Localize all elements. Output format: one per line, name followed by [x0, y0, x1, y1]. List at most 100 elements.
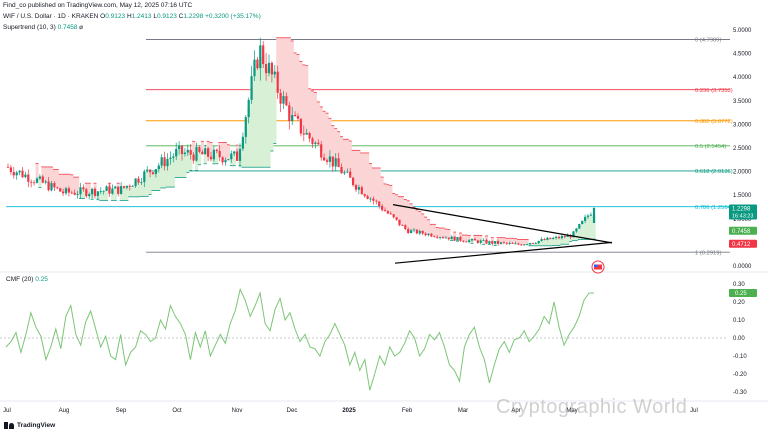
supertrend-fill — [61, 174, 65, 193]
candle-body — [392, 214, 395, 218]
flag-canton — [594, 264, 598, 267]
candle-body — [439, 237, 442, 239]
candle-body — [262, 45, 265, 65]
candle-body — [526, 244, 529, 246]
supertrend-fill — [441, 228, 445, 238]
supertrend-fill — [128, 186, 132, 197]
candle-body — [256, 59, 259, 69]
supertrend-fill — [125, 186, 129, 201]
candle-body — [552, 237, 555, 240]
supertrend-fill — [461, 235, 465, 242]
supertrend-fill — [380, 177, 384, 209]
supertrend-fill — [279, 37, 283, 99]
candle-body — [143, 171, 146, 182]
candle-body — [9, 167, 12, 172]
candle-body — [546, 237, 549, 240]
supertrend-fill — [545, 238, 550, 246]
candle-body — [534, 243, 537, 244]
supertrend-fill — [331, 125, 335, 162]
candle-body — [476, 240, 479, 243]
candle-body — [102, 190, 105, 192]
cmf-label: CMF (20) — [6, 276, 34, 283]
flag-body — [594, 264, 602, 270]
flag-icon — [591, 260, 605, 274]
candle-body — [444, 237, 447, 239]
cmf-panel: -0.30 -0.20 -0.10 0.00 0.10 0.20 0.30 0.25 — [0, 271, 768, 396]
supertrend-fill — [119, 190, 123, 201]
time-tick-Apr: Apr — [511, 408, 520, 414]
supertrend-fill — [557, 237, 561, 246]
candle-body — [73, 192, 76, 195]
candle-body — [38, 176, 41, 179]
supertrend-fill — [290, 40, 294, 119]
supertrend-fill — [363, 152, 367, 196]
close-value: 1.2298 — [183, 13, 204, 20]
candle-body — [296, 116, 300, 119]
cmf-tick-label: 0.10 — [733, 318, 745, 324]
supertrend-fill — [50, 166, 54, 187]
candle-body — [91, 188, 94, 195]
supertrend-legend[interactable]: Supertrend (10, 3) 0.7458 ⌀ — [3, 23, 83, 31]
candle-body — [178, 145, 181, 149]
supertrend-fill — [325, 113, 329, 162]
time-tick-May: May — [566, 408, 577, 414]
supertrend-fill — [197, 149, 202, 165]
candle-body — [386, 211, 389, 214]
supertrend-fill — [377, 167, 381, 204]
candle-body — [201, 151, 204, 155]
candle-body — [407, 229, 410, 234]
supertrend-fill — [580, 222, 584, 240]
supertrend-fill — [64, 174, 68, 191]
candle-body — [105, 186, 108, 191]
candle-body — [555, 236, 558, 238]
supertrend-fill — [406, 200, 410, 232]
cmf-legend[interactable]: CMF (20) 0.25 — [6, 276, 48, 283]
time-axis[interactable]: Jul Aug Sep Oct Nov Dec 2025 Feb Mar Apr May Jul — [0, 400, 768, 414]
supertrend-fill — [400, 196, 405, 226]
candle-body — [291, 114, 294, 122]
candle-body — [456, 237, 459, 241]
candle-body — [15, 172, 18, 176]
candle-body — [18, 170, 21, 173]
symbol-legend[interactable]: WIF / U.S. Dollar · 1D · KRAKEN O0.9123 … — [3, 13, 261, 20]
time-tick-2025: 2025 — [342, 408, 356, 414]
supertrend-fill — [122, 186, 126, 201]
candle-body — [540, 239, 543, 241]
tradingview-logo[interactable]: TradingView — [4, 422, 55, 429]
supertrend-fill — [180, 149, 184, 178]
candle-body — [433, 236, 436, 238]
price-tag-value-low-tag: 0.4712 — [732, 242, 751, 248]
cmf-value: 0.25 — [35, 276, 48, 283]
supertrend-fill — [534, 243, 538, 246]
candle-body — [343, 172, 346, 174]
supertrend-fill — [412, 207, 416, 231]
candle-body — [314, 142, 317, 145]
supertrend-fill — [386, 184, 390, 213]
supertrend-fill — [105, 188, 109, 201]
fib-label-0.382: 0.382 (3.0772) — [695, 119, 733, 125]
supertrend-fill — [574, 229, 579, 241]
cmf-tick-label: 0.20 — [733, 300, 745, 306]
supertrend-fill — [195, 153, 199, 171]
supertrend-fill — [514, 238, 518, 244]
price-tag-value-supertrend: 0.7458 — [732, 229, 751, 235]
supertrend-fill — [35, 163, 39, 181]
candle-body — [53, 183, 56, 188]
candle-body — [462, 240, 465, 242]
supertrend-suffix: ⌀ — [79, 24, 84, 31]
supertrend-fill — [250, 88, 254, 168]
candle-body — [441, 237, 445, 239]
supertrend-fill — [337, 131, 341, 163]
candle-body — [64, 188, 68, 194]
supertrend-fill — [284, 37, 289, 101]
candle-body — [294, 114, 297, 117]
candle-body — [424, 233, 427, 236]
supertrend-fill — [499, 237, 503, 244]
candle-body — [120, 186, 123, 194]
fibonacci-retracement: 0 (4.7989) 0.236 (3.7353) 0.382 (3.0772) 0.… — [6, 38, 733, 256]
candle-body — [354, 185, 358, 190]
supertrend-fill — [168, 158, 173, 188]
candle-body — [149, 169, 152, 173]
supertrend-fill — [340, 136, 344, 171]
